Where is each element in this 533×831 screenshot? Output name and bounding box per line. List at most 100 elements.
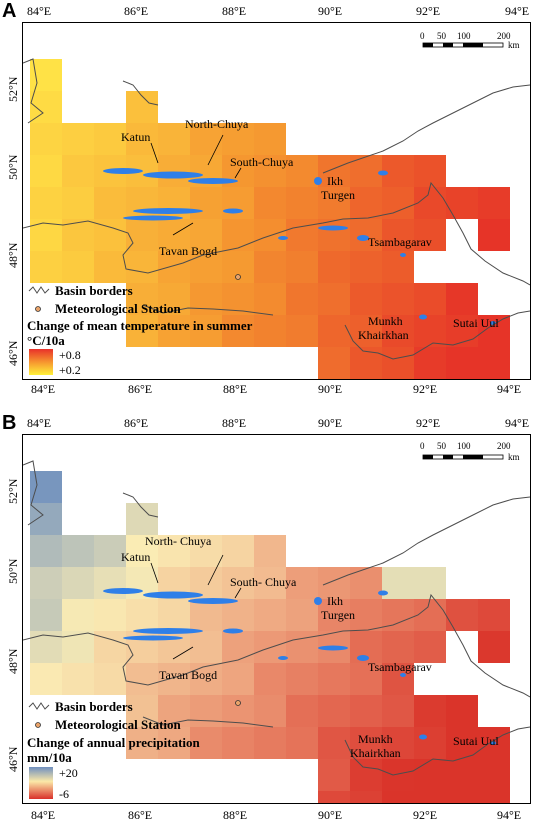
legend: Basin borders Meteorological Station Cha… xyxy=(27,699,201,801)
label-leaders xyxy=(150,554,242,660)
grid-cell xyxy=(446,759,478,791)
place-label-khairkhan: Khairkhan xyxy=(350,746,401,760)
grid-cell xyxy=(286,727,318,759)
glacier-patch xyxy=(223,628,243,634)
panel-a: A 84°E 86°E 88°E 90°E 92°E 94°E 52°N 50°… xyxy=(0,0,533,405)
lat-label: 52°N xyxy=(6,76,20,102)
grid-cell xyxy=(414,759,446,791)
grid-cell xyxy=(350,251,382,283)
glacier-patch xyxy=(188,598,238,604)
grid-cell xyxy=(414,599,446,631)
grid-cell xyxy=(414,155,446,187)
grid-cell xyxy=(158,251,190,283)
grid-cell xyxy=(158,219,190,251)
legend-title: Change of mean temperature in summer xyxy=(27,318,253,333)
grid-cell xyxy=(30,535,62,567)
label-leaders xyxy=(150,134,242,236)
glacier-patch xyxy=(103,168,143,174)
legend-max: +0.8 xyxy=(59,348,81,362)
grid-cell xyxy=(190,663,222,695)
lon-label-bottom: 88°E xyxy=(223,382,248,396)
place-label-sutai-uul: Sutai Uul xyxy=(453,734,499,748)
grid-cell xyxy=(62,251,94,283)
grid-cell xyxy=(318,315,350,347)
grid-cell xyxy=(414,187,446,219)
grid-cell xyxy=(446,347,478,379)
grid-cell xyxy=(94,251,126,283)
grid-cell xyxy=(318,219,350,251)
lon-label-top: 86°E xyxy=(124,416,149,430)
precipitation-map: Katun North- Chuya South- Chuya Ikh Turg… xyxy=(23,441,530,803)
grid-cell xyxy=(158,187,190,219)
grid-cell xyxy=(446,283,478,315)
grid-cell xyxy=(254,695,286,727)
grid-cell xyxy=(94,535,126,567)
grid-cell xyxy=(318,155,350,187)
lon-label-top: 94°E xyxy=(505,4,530,18)
lon-label-bottom: 88°E xyxy=(223,808,248,822)
glacier-patch xyxy=(400,253,406,257)
grid-cell xyxy=(446,599,478,631)
grid-cell xyxy=(190,123,222,155)
lon-label-top: 84°E xyxy=(27,416,52,430)
grid-cell xyxy=(254,155,286,187)
glacier-patch xyxy=(400,673,406,677)
grid-cell xyxy=(30,59,62,91)
grid-cell xyxy=(318,599,350,631)
map-frame: Katun North-Chuya South-Chuya Ikh Turgen… xyxy=(22,22,531,380)
glacier-patch xyxy=(143,171,203,179)
place-label-north-chuya: North-Chuya xyxy=(185,117,249,131)
panel-letter: A xyxy=(2,0,17,22)
lon-label-bottom: 90°E xyxy=(318,382,343,396)
legend-unit: mm/10a xyxy=(27,750,72,765)
grid-cell xyxy=(350,695,382,727)
grid-cell xyxy=(478,219,510,251)
place-label-north-chuya: North- Chuya xyxy=(145,534,212,548)
grid-cell xyxy=(94,123,126,155)
place-label-munkh: Munkh xyxy=(358,732,393,746)
grid-cell xyxy=(446,695,478,727)
lon-label-bottom: 84°E xyxy=(31,808,56,822)
grid-cell xyxy=(350,219,382,251)
grid-cell xyxy=(318,727,350,759)
lon-label-bottom: 92°E xyxy=(413,382,438,396)
glacier-patch xyxy=(278,236,288,240)
place-label-south-chuya: South- Chuya xyxy=(230,575,297,589)
lon-label-top: 90°E xyxy=(318,416,343,430)
glacier-patch xyxy=(314,177,322,185)
grid-cell xyxy=(478,759,510,791)
grid-cell xyxy=(158,599,190,631)
glacier-patch xyxy=(419,314,427,320)
lon-label-bottom: 86°E xyxy=(128,382,153,396)
grid-cell xyxy=(62,631,94,663)
grid-cell xyxy=(478,187,510,219)
precipitation-grid-cells xyxy=(30,471,510,803)
lon-label-top: 88°E xyxy=(222,4,247,18)
grid-cell xyxy=(318,759,350,791)
glacier-patches xyxy=(103,168,496,325)
grid-cell xyxy=(350,155,382,187)
grid-cell xyxy=(94,599,126,631)
grid-cell xyxy=(382,315,414,347)
place-label-turgen: Turgen xyxy=(321,608,355,622)
grid-cell xyxy=(478,631,510,663)
grid-cell xyxy=(350,315,382,347)
glacier-patch xyxy=(318,225,348,231)
svg-text:0: 0 xyxy=(420,31,425,41)
lon-label-top: 86°E xyxy=(124,4,149,18)
grid-cell xyxy=(190,599,222,631)
grid-cell xyxy=(286,187,318,219)
grid-cell xyxy=(318,347,350,379)
glacier-patch xyxy=(188,178,238,184)
meteorological-station-icon xyxy=(235,700,241,706)
lat-label: 48°N xyxy=(6,242,20,268)
grid-cell xyxy=(126,727,158,759)
grid-cell xyxy=(158,535,190,567)
grid-cell xyxy=(446,187,478,219)
grid-cell xyxy=(158,727,190,759)
lon-label-bottom: 86°E xyxy=(128,808,153,822)
grid-cell xyxy=(222,187,254,219)
lon-label-top: 94°E xyxy=(505,416,530,430)
grid-cell xyxy=(286,283,318,315)
map-frame: Katun North- Chuya South- Chuya Ikh Turg… xyxy=(22,434,531,804)
